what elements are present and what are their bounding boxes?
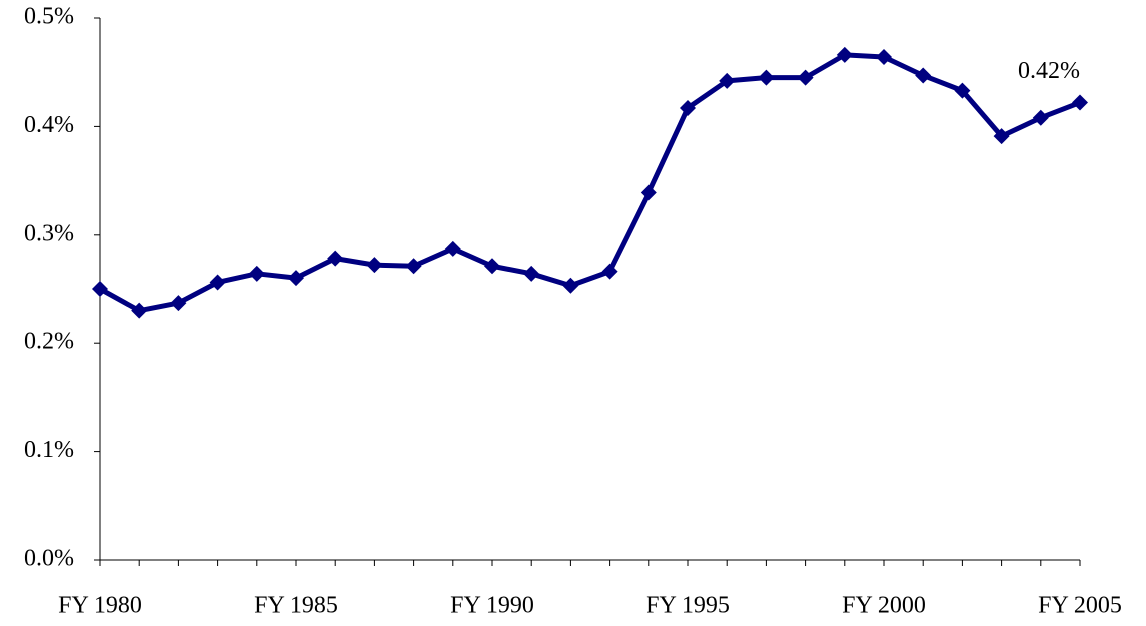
marker <box>288 270 304 287</box>
data-label: 0.42% <box>1018 58 1080 84</box>
y-tick-label: 0.5% <box>24 4 74 30</box>
marker <box>209 274 226 291</box>
marker <box>836 46 853 63</box>
x-tick-label: FY 1980 <box>58 593 142 619</box>
x-tick-label: FY 1990 <box>450 593 534 619</box>
y-tick-label: 0.4% <box>24 112 74 138</box>
marker <box>327 250 344 267</box>
x-tick-label: FY 1995 <box>646 593 730 619</box>
marker <box>601 263 618 280</box>
marker <box>954 82 971 99</box>
marker <box>484 258 500 275</box>
marker <box>523 265 540 282</box>
marker <box>562 277 579 294</box>
y-tick-label: 0.1% <box>24 437 74 463</box>
marker <box>993 128 1010 145</box>
series-line <box>98 52 1081 314</box>
marker <box>405 258 422 275</box>
marker <box>719 72 736 89</box>
marker <box>131 302 148 319</box>
marker <box>248 265 265 282</box>
marker <box>876 49 892 66</box>
y-tick-label: 0.3% <box>24 220 74 246</box>
x-tick-label: FY 2000 <box>842 593 926 619</box>
marker <box>1032 109 1049 126</box>
marker <box>797 69 814 86</box>
marker <box>680 99 696 116</box>
y-tick-label: 0.0% <box>24 546 74 572</box>
marker <box>1072 94 1088 111</box>
x-tick-label: FY 1985 <box>254 593 338 619</box>
marker <box>915 67 932 84</box>
marker <box>366 257 383 274</box>
marker <box>92 281 108 297</box>
y-tick-label: 0.2% <box>24 329 74 355</box>
marker <box>170 295 187 312</box>
marker <box>640 184 657 201</box>
marker <box>444 240 461 257</box>
marker <box>758 69 775 86</box>
x-tick-label: FY 2005 <box>1038 593 1122 619</box>
